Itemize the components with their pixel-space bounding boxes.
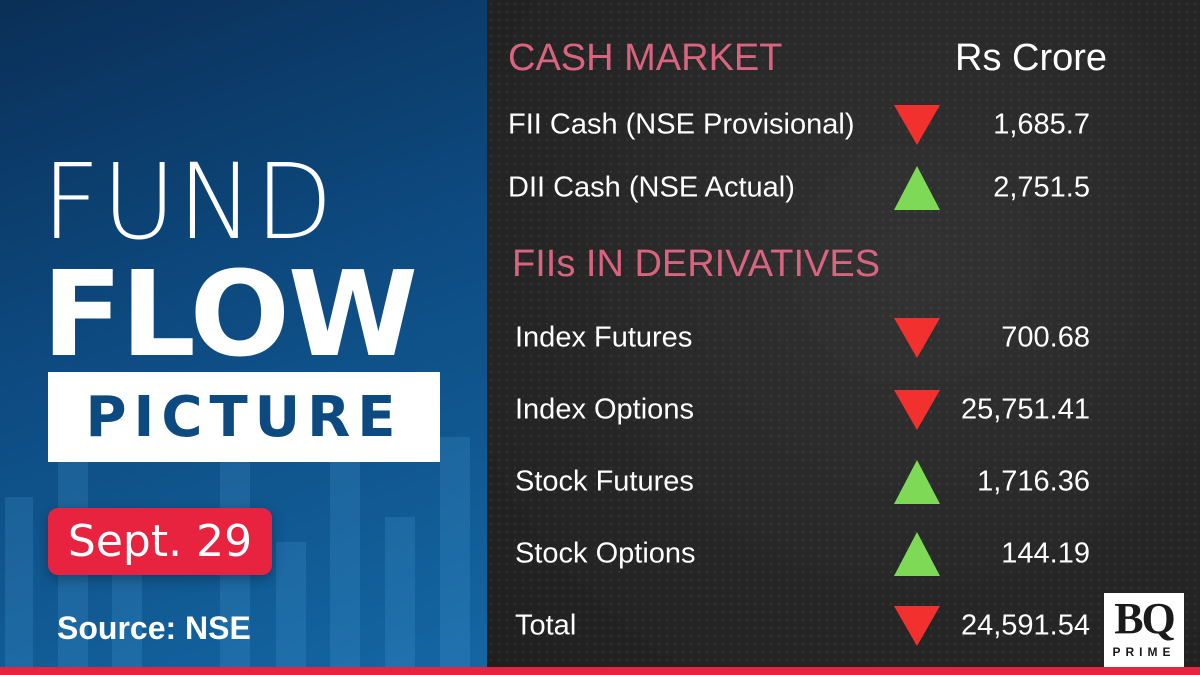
row-label: FII Cash (NSE Provisional) — [508, 108, 855, 141]
up-triangle-icon — [894, 460, 940, 504]
title-picture-box: PICTURE — [48, 372, 440, 462]
row-value: 1,685.7 — [993, 108, 1090, 141]
row-label: Index Options — [515, 393, 694, 426]
decor-bar — [440, 437, 470, 667]
down-triangle-icon — [894, 105, 940, 145]
row-value: 25,751.41 — [960, 393, 1090, 426]
data-panel — [487, 0, 1200, 667]
row-value: 700.68 — [1001, 321, 1090, 354]
decor-bar — [276, 542, 306, 667]
title-picture: PICTURE — [85, 384, 403, 450]
down-triangle-icon — [894, 606, 940, 646]
title-flow: FLOW — [42, 245, 418, 383]
decor-bar — [5, 497, 33, 667]
source-text: Source: NSE — [57, 610, 251, 646]
bottom-accent-bar — [0, 667, 1200, 675]
row-label: Stock Futures — [515, 465, 694, 498]
cash-market-heading: CASH MARKET — [508, 37, 783, 79]
row-label: Index Futures — [515, 321, 693, 354]
row-value: 144.19 — [1001, 537, 1090, 570]
up-triangle-icon — [894, 532, 940, 576]
title-panel: FUND FLOW PICTURE Sept. 29 Source: NSE — [0, 0, 487, 667]
row-label: DII Cash (NSE Actual) — [508, 171, 795, 204]
decor-bar — [385, 517, 415, 667]
down-triangle-icon — [894, 318, 940, 358]
date-badge: Sept. 29 — [48, 508, 272, 575]
row-label: Total — [515, 609, 577, 642]
unit-label: Rs Crore — [955, 37, 1108, 79]
row-label: Stock Options — [515, 537, 696, 570]
row-value: 24,591.54 — [960, 609, 1090, 642]
down-triangle-icon — [894, 390, 940, 430]
row-value: 1,716.36 — [977, 465, 1090, 498]
bq-prime-logo: BQ PRIME — [1104, 593, 1184, 675]
title-fund: FUND — [42, 141, 335, 263]
row-value: 2,751.5 — [993, 171, 1090, 204]
derivatives-heading: FIIs IN DERIVATIVES — [512, 243, 881, 285]
up-triangle-icon — [894, 166, 940, 210]
